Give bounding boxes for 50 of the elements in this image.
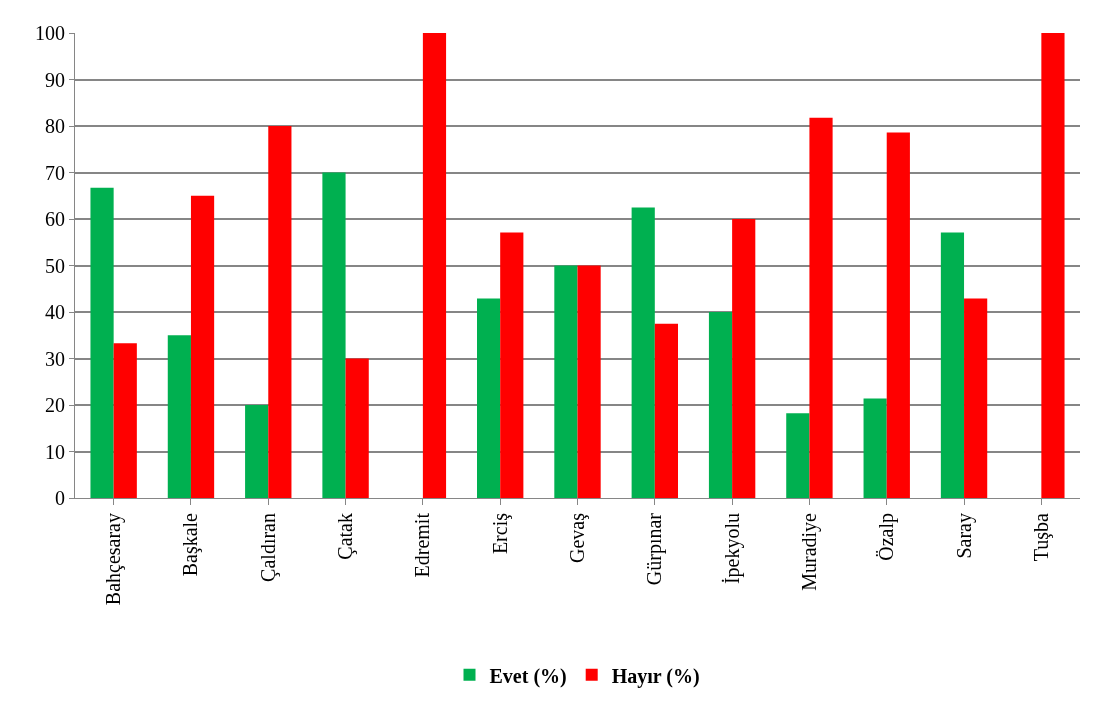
legend-label: Hayır (%) [611,664,700,688]
bar [190,195,215,498]
bar [1041,33,1065,498]
x-tick-label: Çaldıran [256,513,280,582]
bar [554,265,578,498]
bar [113,343,137,498]
x-tick-label: İpekyolu [720,513,744,585]
y-tick-label: 50 [45,254,65,277]
y-tick-label: 40 [45,301,65,323]
y-tick-label: 90 [45,68,65,91]
x-tick-label: Başkale [179,512,203,577]
y-tick-label: 30 [45,347,65,370]
y-tick-label: 20 [45,394,65,416]
bar [245,405,269,498]
bar [500,232,524,498]
y-tick-label: 60 [45,208,65,230]
x-tick-label: Saray [952,513,976,559]
x-tick-label: Çatak [334,513,358,560]
y-tick-label: 100 [35,22,65,44]
bar [940,232,965,498]
x-tick-label: Bahçesaray [102,513,126,606]
bar [422,33,447,498]
x-tick-label: Gürpınar [643,512,667,586]
bar [322,172,346,498]
x-tick-label: Erciş [488,512,512,555]
bar [167,335,191,498]
bar [809,117,833,498]
bar [345,358,369,498]
bar [886,132,910,498]
bar [90,187,114,498]
x-tick-label: Edremit [411,512,434,578]
bar [477,298,501,498]
y-tick-label: 10 [45,440,65,463]
bar [786,413,810,498]
bar [964,298,988,498]
bar [268,126,292,498]
y-tick-label: 80 [45,115,65,137]
y-tick-label: 0 [55,487,65,509]
x-tick-label: Tuşba [1029,512,1053,562]
bar [631,207,655,498]
bar [577,265,601,498]
x-tick-label: Gevaş [566,512,589,563]
x-tick-label: Özalp [875,513,899,561]
bar [708,312,733,498]
bar [863,398,887,498]
legend-label: Evet (%) [489,664,567,688]
bar [654,323,678,498]
x-tick-label: Muradiye [797,512,821,591]
bar [732,219,756,498]
y-tick-label: 70 [45,161,65,184]
